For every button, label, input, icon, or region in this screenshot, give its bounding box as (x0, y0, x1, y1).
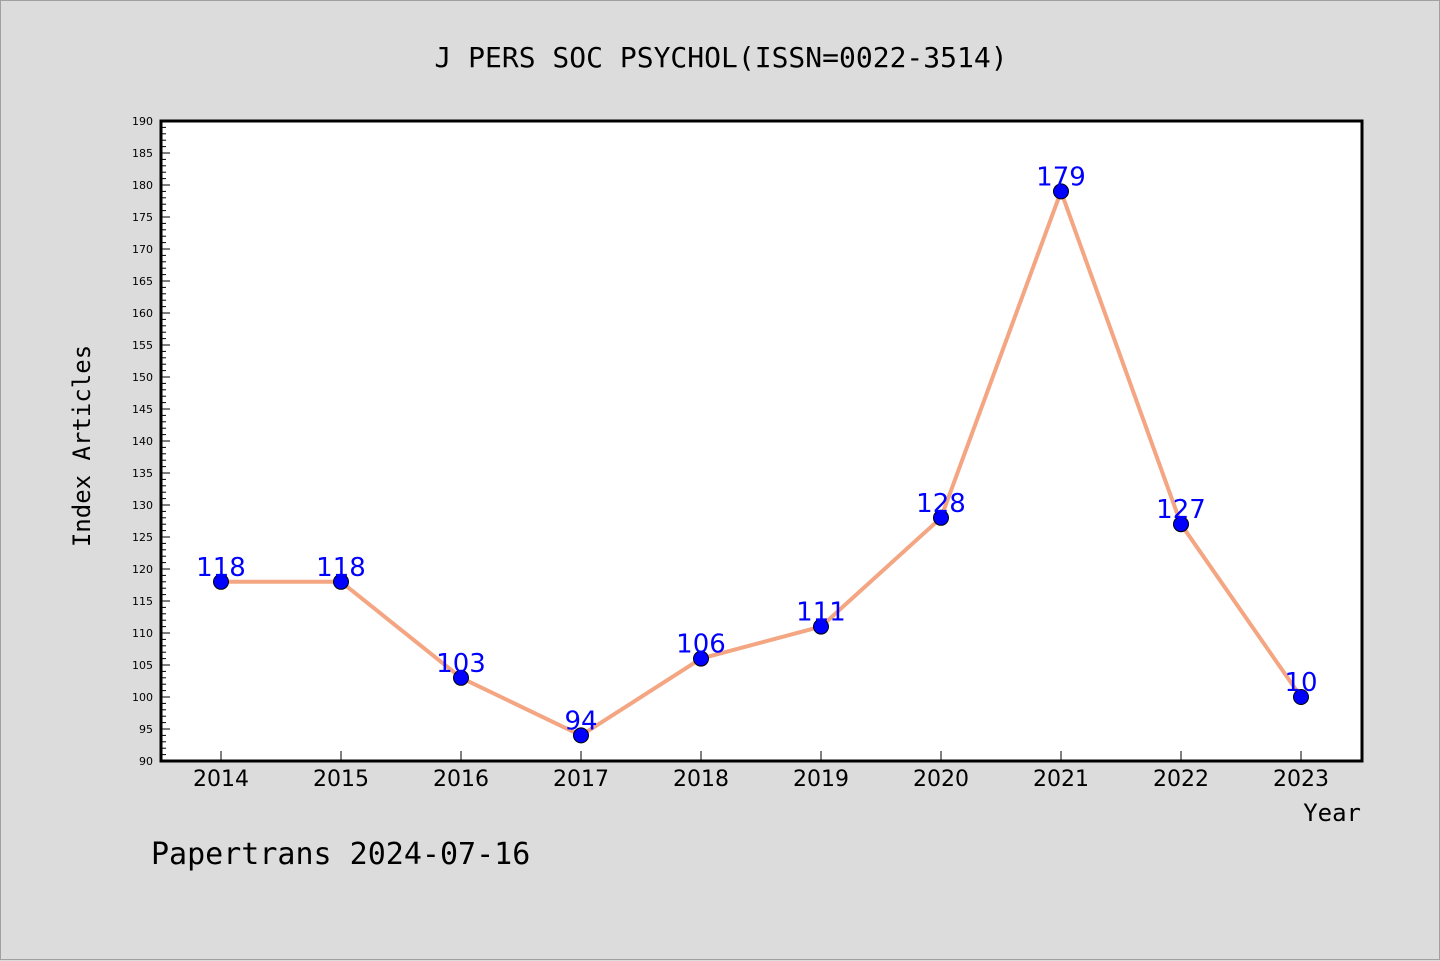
data-point-marker (693, 650, 709, 667)
y-tick-label: 175 (132, 211, 153, 224)
y-tick-label: 130 (132, 499, 153, 512)
chart-title: J PERS SOC PSYCHOL(ISSN=0022-3514) (434, 41, 1007, 74)
x-tick-label: 2017 (553, 767, 609, 792)
data-point-marker (933, 509, 949, 526)
y-tick-label: 190 (132, 115, 153, 128)
y-axis-label: Index Articles (68, 345, 96, 547)
y-tick-label: 155 (132, 339, 153, 352)
data-point-marker (573, 727, 589, 744)
data-point-marker (813, 618, 829, 635)
x-axis-label: Year (1303, 799, 1361, 827)
y-tick-label: 140 (132, 435, 153, 448)
x-tick-label: 2018 (673, 767, 729, 792)
y-tick-label: 125 (132, 531, 153, 544)
footer-text: Papertrans 2024-07-16 (151, 837, 530, 872)
y-tick-label: 90 (139, 755, 153, 768)
data-point-label: 118 (196, 553, 246, 583)
y-tick-label: 115 (132, 595, 153, 608)
y-tick-label: 135 (132, 467, 153, 480)
y-tick-label: 95 (139, 723, 153, 736)
y-tick-label: 145 (132, 403, 153, 416)
data-point-marker (1173, 516, 1189, 533)
x-tick-label: 2022 (1153, 767, 1209, 792)
data-point-label: 111 (796, 598, 846, 628)
y-tick-label: 100 (132, 691, 153, 704)
y-tick-label: 160 (132, 307, 153, 320)
y-tick-label: 170 (132, 243, 153, 256)
data-point-label: 179 (1036, 162, 1086, 192)
plot-area (159, 119, 1364, 763)
x-tick-label: 2014 (193, 767, 249, 792)
x-tick-label: 2015 (313, 767, 369, 792)
y-tick-label: 150 (132, 371, 153, 384)
series-line (221, 189, 1303, 738)
x-tick-label: 2021 (1033, 767, 1089, 792)
y-tick-label: 180 (132, 179, 153, 192)
data-point-marker (1053, 183, 1069, 200)
data-point-marker (213, 573, 229, 590)
y-tick-label: 105 (132, 659, 153, 672)
data-point-label: 106 (676, 630, 726, 660)
x-tick-label: 2019 (793, 767, 849, 792)
data-point-marker (453, 669, 469, 686)
y-axis: 90 95 100 105 110 115 120 125 130 135 140 145 150 155… (132, 115, 170, 768)
x-tick-label: 2020 (913, 767, 969, 792)
data-point-marker (1293, 689, 1309, 705)
data-point-label: 94 (564, 706, 597, 736)
series-line-group: 118 118 103 94 106 111 128 179 127 10 (196, 162, 1318, 744)
x-tick-label: 2016 (433, 767, 489, 792)
data-point-label: 10 (1284, 668, 1317, 698)
data-point-label: 118 (316, 553, 366, 583)
data-point-label: 127 (1156, 495, 1206, 525)
data-point-label: 103 (436, 649, 486, 679)
y-tick-label: 165 (132, 275, 153, 288)
data-point-marker (333, 573, 349, 590)
x-axis: 2014 2015 2016 2017 2018 2019 2020 2021 2022 2023 (193, 751, 1329, 792)
y-tick-label: 185 (132, 147, 153, 160)
data-point-label: 128 (916, 489, 966, 519)
y-tick-label: 110 (132, 627, 153, 640)
y-tick-label: 120 (132, 563, 153, 576)
x-tick-label: 2023 (1273, 767, 1329, 792)
